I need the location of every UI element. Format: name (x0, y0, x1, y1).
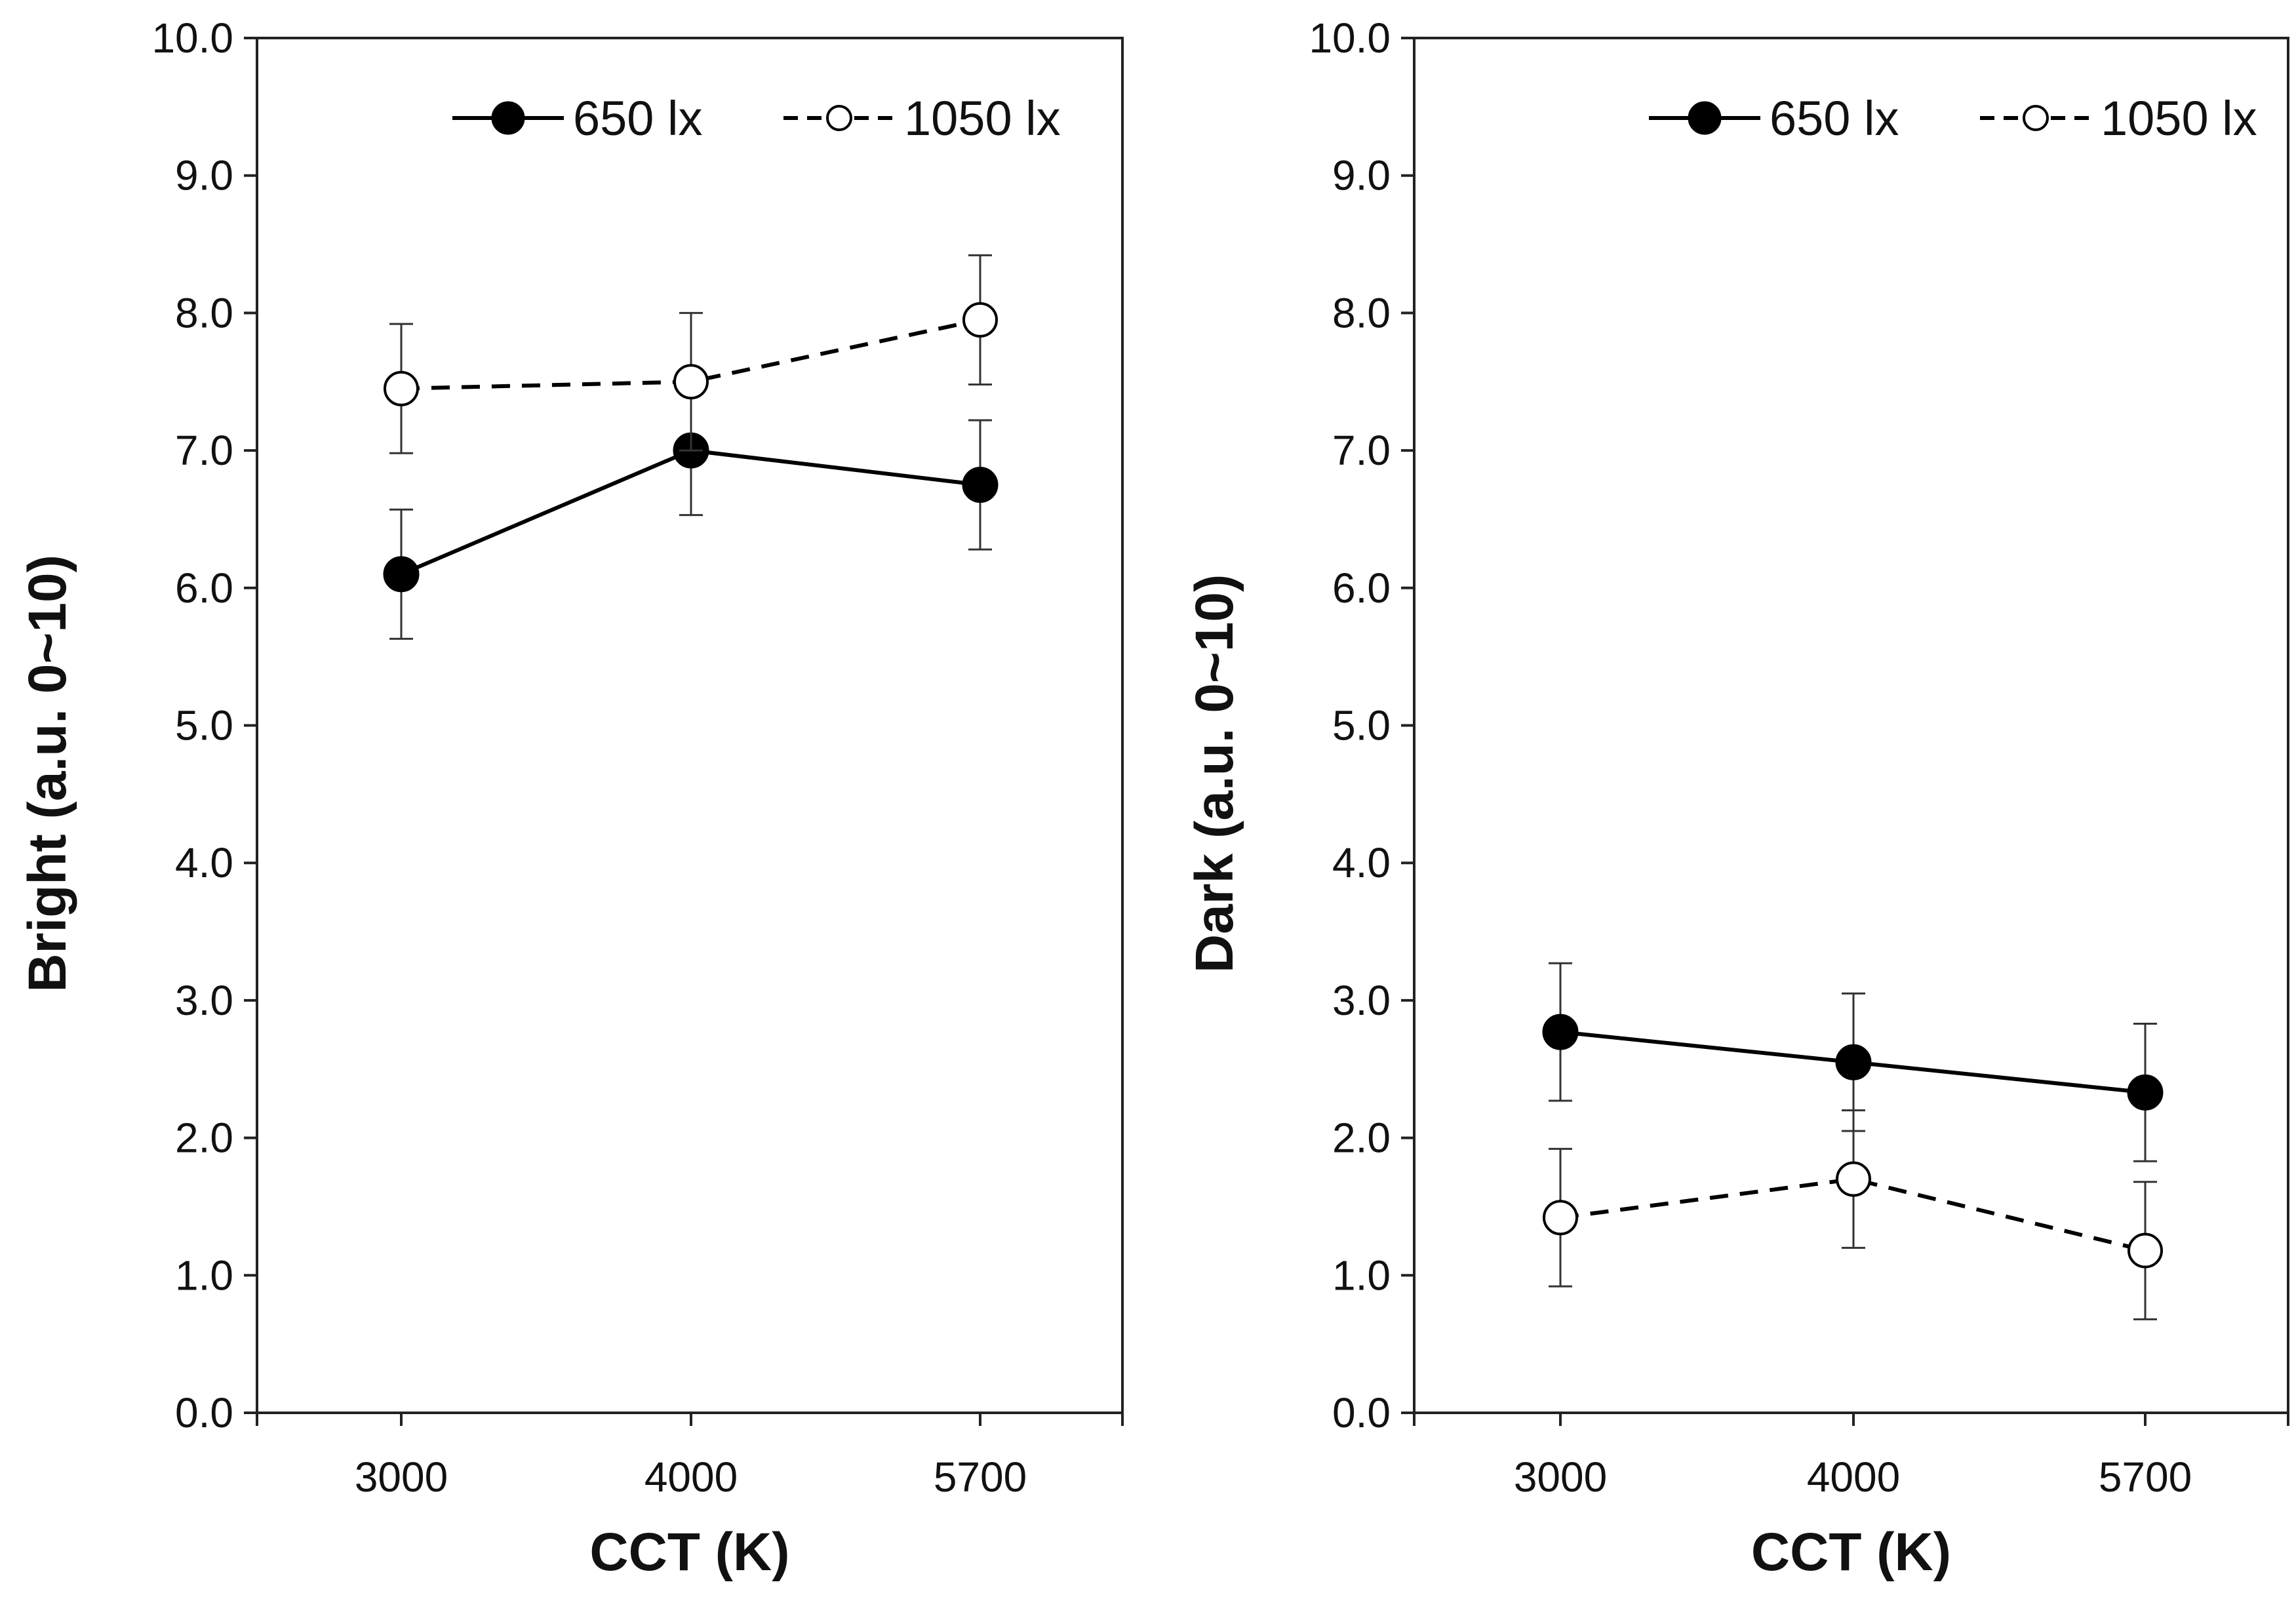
y-tick-label: 1.0 (175, 1252, 233, 1299)
y-tick-label: 1.0 (1332, 1252, 1391, 1299)
data-point (2127, 1074, 2164, 1111)
y-tick-label: 8.0 (1332, 289, 1391, 336)
x-tick-label: 4000 (1807, 1453, 1900, 1501)
y-tick-label: 4.0 (175, 839, 233, 886)
y-tick-label: 7.0 (1332, 427, 1391, 474)
y-axis-title: Dark (a.u. 0~10) (1185, 574, 1244, 973)
x-axis-title: CCT (K) (589, 1522, 789, 1582)
legend-marker (2023, 105, 2049, 131)
y-tick-label: 10.0 (1309, 14, 1391, 62)
legend-marker (491, 101, 525, 135)
legend-label: 1050 lx (904, 91, 1061, 146)
y-tick-label: 6.0 (175, 564, 233, 612)
y-tick-label: 4.0 (1332, 839, 1391, 886)
y-tick-label: 5.0 (175, 702, 233, 749)
data-point (1836, 1161, 1871, 1197)
y-tick-label: 7.0 (175, 427, 233, 474)
data-point (384, 370, 419, 406)
data-point (962, 302, 998, 338)
x-tick-label: 3000 (355, 1453, 448, 1501)
data-point (1542, 1014, 1579, 1050)
legend-label: 650 lx (573, 91, 702, 146)
y-axis-title: Bright (a.u. 0~10) (18, 555, 77, 993)
x-tick-label: 3000 (1514, 1453, 1607, 1501)
y-tick-label: 3.0 (175, 977, 233, 1024)
data-point (673, 364, 709, 400)
data-point (2128, 1233, 2163, 1269)
x-tick-label: 5700 (2099, 1453, 2192, 1501)
y-tick-label: 0.0 (1332, 1389, 1391, 1436)
chart-panel-1: 0.0 1.0 2.0 3.0 4.0 5.0 6.0 7.0 8.0 9.0 10.0 3000 40… (18, 14, 1124, 1582)
x-tick-label: 4000 (644, 1453, 738, 1501)
chart-panel-2: 0.0 1.0 2.0 3.0 4.0 5.0 6.0 7.0 8.0 9.0 10.0 3000 40… (1185, 14, 2289, 1582)
x-axis-title: CCT (K) (1751, 1522, 1951, 1582)
legend-label: 1050 lx (2101, 91, 2257, 146)
y-tick-label: 9.0 (1332, 152, 1391, 199)
y-tick-label: 10.0 (151, 14, 233, 62)
y-tick-label: 5.0 (1332, 702, 1391, 749)
x-tick-label: 5700 (934, 1453, 1027, 1501)
legend-marker (826, 105, 852, 131)
series-line-2 (401, 317, 981, 391)
legend-marker (1688, 101, 1722, 135)
y-tick-label: 8.0 (175, 289, 233, 336)
y-tick-label: 2.0 (175, 1115, 233, 1162)
series-line-2 (1560, 1177, 2146, 1253)
plot-frame (256, 37, 1124, 1414)
y-tick-label: 9.0 (175, 152, 233, 199)
data-point (962, 467, 999, 503)
y-tick-label: 0.0 (175, 1389, 233, 1436)
y-tick-label: 6.0 (1332, 564, 1391, 612)
y-tick-label: 2.0 (1332, 1115, 1391, 1162)
data-point (1543, 1200, 1578, 1236)
plot-frame (1413, 37, 2289, 1414)
data-point (383, 556, 420, 593)
data-point (1835, 1044, 1872, 1080)
legend-label: 650 lx (1770, 91, 1899, 146)
y-tick-label: 3.0 (1332, 977, 1391, 1024)
